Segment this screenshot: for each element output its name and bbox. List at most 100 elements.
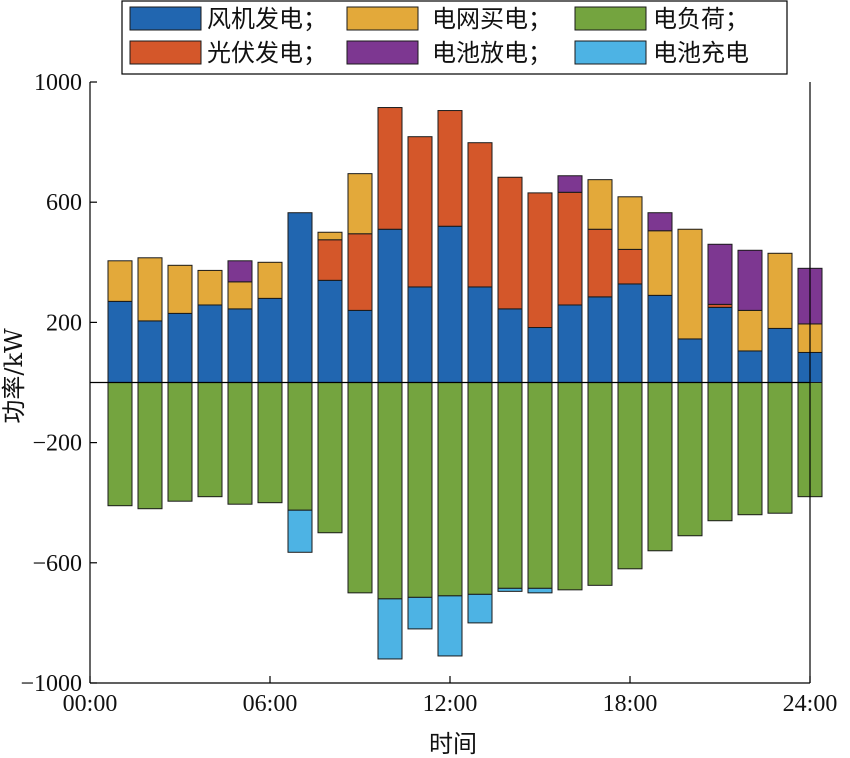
- bar-4db3e4-h13: [467, 593, 493, 624]
- bar-74a43f-h2: [137, 382, 163, 510]
- bar-74a43f-h6: [257, 382, 283, 504]
- legend-swatch-7d3791: [346, 40, 419, 65]
- bar-2166b0-h12: [437, 225, 463, 383]
- x-tick-label: 12:00: [423, 691, 478, 717]
- bar-74a43f-h11: [407, 382, 433, 598]
- bar-74a43f-h9: [347, 382, 373, 594]
- bar-2166b0-h14: [497, 308, 523, 383]
- bar-74a43f-h8: [317, 382, 343, 534]
- legend-label: 电池放电；: [432, 39, 552, 67]
- bar-7d3791-h21: [707, 243, 733, 305]
- bar-d4572a-h13: [467, 142, 493, 288]
- bar-d4572a-h10: [377, 107, 403, 230]
- bar-74a43f-h20: [677, 382, 703, 537]
- y-tick-label: −600: [32, 551, 82, 577]
- bar-74a43f-h12: [437, 382, 463, 597]
- y-axis-label: 功率/kW: [0, 328, 28, 424]
- bar-4db3e4-h12: [437, 595, 463, 657]
- bar-2166b0-h6: [257, 297, 283, 383]
- bar-74a43f-h17: [587, 382, 613, 586]
- bar-e3a93a-h19: [647, 230, 673, 296]
- bar-2166b0-h10: [377, 228, 403, 383]
- bar-2166b0-h4: [197, 304, 223, 384]
- bar-2166b0-h16: [557, 304, 583, 384]
- legend-swatch-d4572a: [129, 40, 202, 65]
- bar-74a43f-h4: [197, 382, 223, 498]
- y-tick-label: 600: [46, 190, 82, 216]
- bar-2166b0-h5: [227, 308, 253, 383]
- bar-2166b0-h18: [617, 283, 643, 384]
- bar-74a43f-h7: [287, 382, 313, 511]
- bar-d4572a-h12: [437, 110, 463, 227]
- bar-74a43f-h21: [707, 382, 733, 522]
- legend-label: 电池充电: [653, 39, 749, 67]
- legend-swatch-e3a93a: [346, 6, 419, 31]
- bar-2166b0-h3: [167, 312, 193, 384]
- bar-74a43f-h13: [467, 382, 493, 595]
- legend-label: 电网买电；: [432, 5, 552, 33]
- bar-74a43f-h18: [617, 382, 643, 570]
- bar-2166b0-h19: [647, 294, 673, 384]
- bar-7d3791-h19: [647, 212, 673, 232]
- bar-74a43f-h19: [647, 382, 673, 552]
- bar-d4572a-h9: [347, 233, 373, 311]
- bar-74a43f-h23: [767, 382, 793, 514]
- bar-74a43f-h14: [497, 382, 523, 589]
- bar-7d3791-h22: [737, 249, 763, 311]
- bar-d4572a-h17: [587, 228, 613, 298]
- y-tick-label: −200: [32, 431, 82, 457]
- bar-e3a93a-h20: [677, 228, 703, 340]
- bar-4db3e4-h14: [497, 587, 523, 592]
- bar-e3a93a-h23: [767, 252, 793, 329]
- legend-swatch-74a43f: [574, 6, 647, 31]
- bar-d4572a-h8: [317, 239, 343, 281]
- bar-74a43f-h5: [227, 382, 253, 505]
- bar-d4572a-h18: [617, 248, 643, 285]
- bar-74a43f-h22: [737, 382, 763, 516]
- bar-4db3e4-h15: [527, 587, 553, 594]
- bar-e3a93a-h6: [257, 261, 283, 299]
- bar-d4572a-h15: [527, 192, 553, 329]
- bar-4db3e4-h7: [287, 509, 313, 553]
- x-tick-label: 00:00: [63, 691, 118, 717]
- bar-e3a93a-h9: [347, 173, 373, 235]
- bar-2166b0-h7: [287, 212, 313, 383]
- bar-4db3e4-h10: [377, 598, 403, 660]
- bar-2166b0-h22: [737, 350, 763, 384]
- bar-2166b0-h1: [107, 300, 133, 383]
- bar-e3a93a-h1: [107, 260, 133, 302]
- x-tick-label: 18:00: [603, 691, 658, 717]
- legend-swatch-4db3e4: [574, 40, 647, 65]
- bar-e3a93a-h3: [167, 264, 193, 314]
- bar-2166b0-h23: [767, 327, 793, 384]
- bar-74a43f-h16: [557, 382, 583, 591]
- bar-d4572a-h14: [497, 176, 523, 310]
- bar-d4572a-h11: [407, 136, 433, 288]
- bar-74a43f-h1: [107, 382, 133, 507]
- bar-e3a93a-h2: [137, 257, 163, 322]
- bars-group: [107, 107, 823, 660]
- bar-2166b0-h21: [707, 306, 733, 383]
- legend-label: 光伏发电；: [207, 39, 327, 67]
- legend-label: 电负荷；: [653, 5, 749, 33]
- bar-2166b0-h8: [317, 279, 343, 383]
- x-tick-label: 06:00: [243, 691, 298, 717]
- bar-e3a93a-h22: [737, 309, 763, 352]
- x-axis-label: 时间: [429, 730, 477, 758]
- bar-2166b0-h9: [347, 309, 373, 384]
- x-tick-label: 24:00: [783, 691, 838, 717]
- legend-swatch-2166b0: [129, 6, 202, 31]
- bar-e3a93a-h5: [227, 281, 253, 310]
- bar-2166b0-h11: [407, 286, 433, 384]
- bar-d4572a-h16: [557, 191, 583, 306]
- legend-box: [121, 0, 788, 75]
- bar-2166b0-h13: [467, 286, 493, 384]
- bar-74a43f-h15: [527, 382, 553, 589]
- legend-label: 风机发电；: [207, 5, 327, 33]
- bar-7d3791-h5: [227, 260, 253, 283]
- bar-2166b0-h2: [137, 320, 163, 383]
- bar-e3a93a-h17: [587, 179, 613, 230]
- axes-group: −1000 −600 −200 200 600 1000 00:00 06:00 12:00 18…: [20, 70, 837, 717]
- legend: 风机发电； 电网买电； 电负荷； 光伏发电； 电池放电； 电池充电: [121, 0, 788, 75]
